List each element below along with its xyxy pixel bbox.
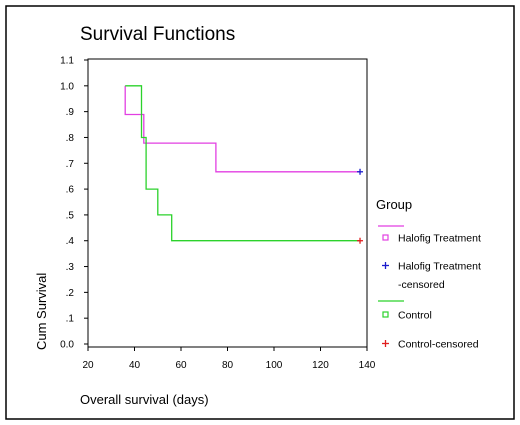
legend-square-marker <box>382 311 389 318</box>
survival-line-control <box>125 85 360 242</box>
y-tick-label: 1.1 <box>60 56 74 67</box>
x-tick-label: 120 <box>312 360 329 371</box>
y-tick-label: .6 <box>66 185 75 196</box>
x-tick-label: 80 <box>222 360 234 371</box>
y-tick-label: .7 <box>66 159 75 170</box>
x-tick-label: 100 <box>266 360 283 371</box>
outer-frame <box>5 5 515 420</box>
legend-label: Control <box>398 310 432 322</box>
y-axis-title: Cum Survival <box>34 273 49 350</box>
x-axis-ticks: 20 40 60 80 100 120 140 <box>82 347 376 371</box>
legend-square-marker <box>382 234 389 241</box>
series-layer <box>124 85 364 244</box>
x-tick-label: 20 <box>82 360 94 371</box>
survival-line-halofig-treatment <box>124 85 360 173</box>
y-tick-label: .8 <box>66 133 75 144</box>
x-tick-label: 40 <box>129 360 141 371</box>
y-tick-label: 0.0 <box>60 340 74 351</box>
y-tick-label: .9 <box>66 107 75 118</box>
legend-plus-marker <box>382 262 389 269</box>
y-tick-label: .2 <box>66 288 75 299</box>
censored-marker <box>357 168 364 175</box>
legend-label: Halofig Treatment <box>398 233 481 245</box>
y-tick-label: .5 <box>66 210 75 221</box>
legend-title: Group <box>376 197 412 212</box>
x-tick-label: 140 <box>359 360 376 371</box>
y-tick-label: .4 <box>66 236 75 247</box>
y-tick-label: 1.0 <box>60 81 74 92</box>
x-tick-label: 60 <box>175 360 187 371</box>
y-tick-label: .1 <box>66 314 75 325</box>
legend-label: Control-censored <box>398 339 479 351</box>
legend-label-cont: -censored <box>398 279 445 291</box>
legend-label: Halofig Treatment <box>398 261 481 273</box>
chart-title: Survival Functions <box>80 24 235 45</box>
y-tick-label: .3 <box>66 262 75 273</box>
plot-area-frame <box>87 58 368 348</box>
y-axis-ticks: 0.0 .1 .2 .3 .4 .5 .6 .7 .8 .9 1.0 1.1 <box>60 56 88 351</box>
legend: Halofig Treatment Halofig Treatment -censo… <box>378 225 481 351</box>
x-axis-title: Overall survival (days) <box>80 392 209 407</box>
censored-marker <box>357 237 364 244</box>
legend-plus-marker <box>382 340 389 347</box>
